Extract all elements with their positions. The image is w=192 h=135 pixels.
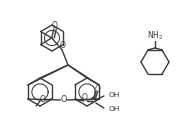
- Text: O: O: [39, 95, 45, 104]
- Text: O: O: [82, 94, 88, 102]
- Text: OH: OH: [109, 106, 120, 112]
- Text: P: P: [91, 97, 95, 105]
- Text: OH: OH: [109, 92, 120, 98]
- Text: O: O: [95, 85, 101, 94]
- Text: O: O: [60, 95, 67, 104]
- Text: O: O: [52, 21, 58, 30]
- Text: O: O: [60, 41, 66, 50]
- Text: NH$_2$: NH$_2$: [147, 30, 163, 42]
